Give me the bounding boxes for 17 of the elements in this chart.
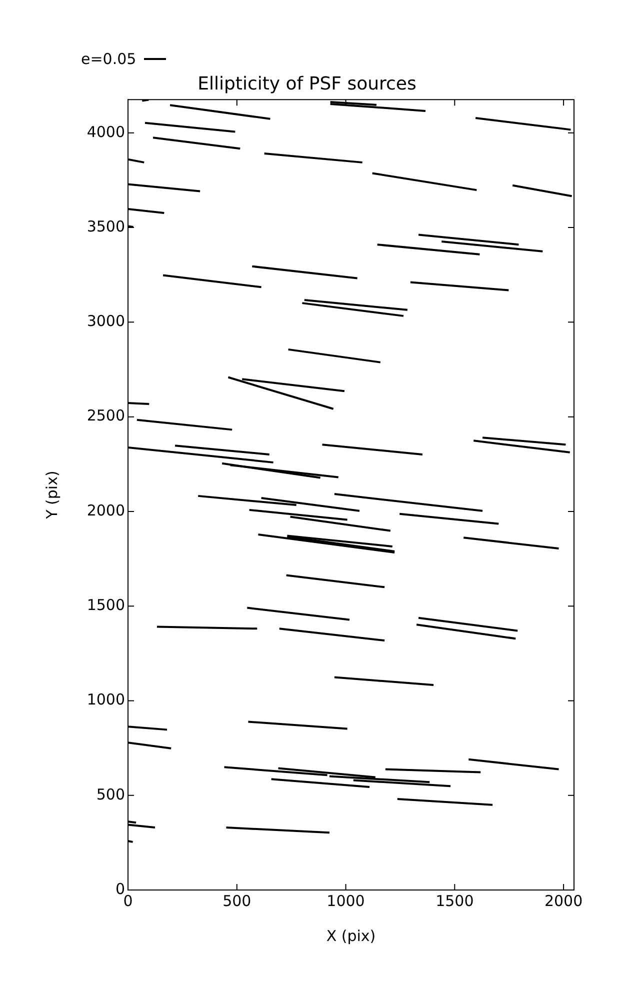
y-tick-label: 3000 bbox=[86, 312, 125, 330]
y-tick-label: 2500 bbox=[86, 406, 125, 425]
x-tick-label: 500 bbox=[222, 892, 252, 910]
x-tick-label: 2000 bbox=[544, 892, 583, 910]
y-tick-label: 2000 bbox=[86, 501, 125, 520]
text: e=0.05 bbox=[81, 50, 136, 68]
y-axis-title: Y (pix) bbox=[42, 470, 61, 520]
y-tick-label: 3500 bbox=[86, 217, 125, 236]
x-tick-label: 1000 bbox=[326, 892, 365, 910]
y-tick-label: 4000 bbox=[86, 122, 125, 141]
y-tick-label: 0 bbox=[115, 880, 125, 898]
x-axis-title: X (pix) bbox=[326, 926, 376, 945]
y-tick-label: 1500 bbox=[86, 596, 125, 614]
y-tick-label: 1000 bbox=[86, 690, 125, 709]
chart-title: Ellipticity of PSF sources bbox=[198, 73, 416, 94]
x-tick-label: 1500 bbox=[436, 892, 474, 910]
y-tick-label: 500 bbox=[96, 785, 125, 804]
